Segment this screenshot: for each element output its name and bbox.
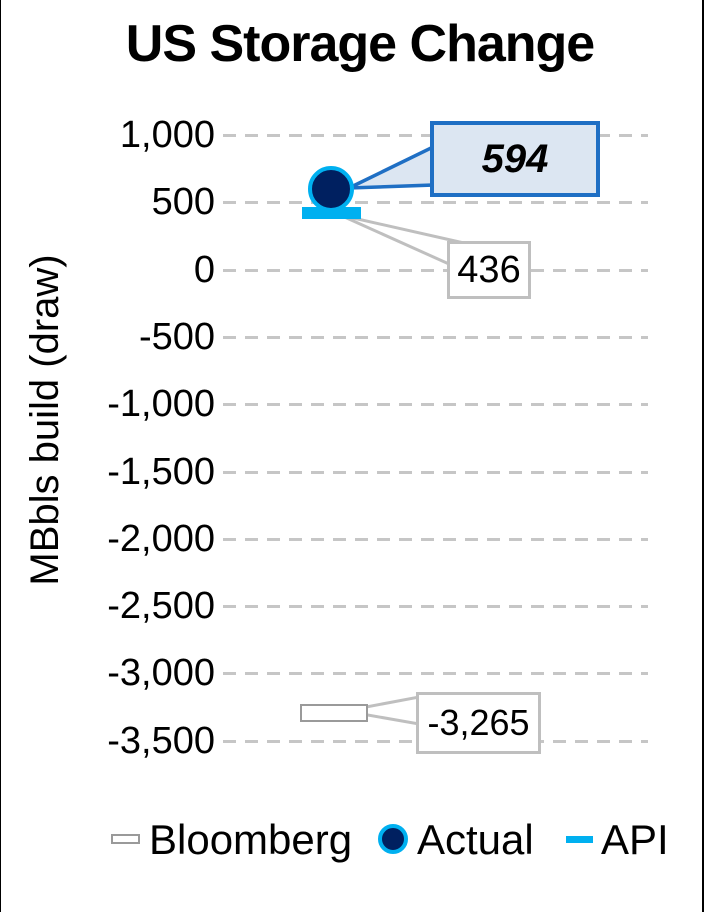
y-tick-label: -3,500 bbox=[107, 720, 215, 762]
y-tick-label: 0 bbox=[193, 249, 215, 291]
api-value: 436 bbox=[457, 248, 521, 291]
actual-callout-pointer bbox=[348, 144, 435, 190]
legend-bloomberg-swatch bbox=[111, 834, 140, 844]
gridline bbox=[223, 538, 648, 541]
y-tick-label: -3,000 bbox=[107, 652, 215, 694]
y-tick-label: -1,500 bbox=[107, 451, 215, 493]
actual-marker bbox=[308, 166, 354, 212]
actual-data-label-callout: 594 bbox=[430, 121, 600, 197]
legend-actual-swatch bbox=[378, 824, 408, 854]
y-tick-label: 1,000 bbox=[119, 114, 215, 156]
right-border-line bbox=[702, 0, 704, 912]
legend-api-swatch bbox=[566, 836, 593, 843]
api-marker bbox=[302, 207, 361, 219]
legend-bloomberg-label: Bloomberg bbox=[149, 816, 353, 863]
y-tick-label: -2,500 bbox=[107, 585, 215, 627]
api-data-label-callout: 436 bbox=[447, 241, 531, 299]
gridline bbox=[223, 201, 648, 204]
y-tick-label: -500 bbox=[138, 316, 215, 358]
chart-title: US Storage Change bbox=[125, 15, 595, 73]
left-border-line bbox=[0, 0, 1, 912]
api-callout-pointer bbox=[339, 213, 467, 266]
legend-actual-label: Actual bbox=[417, 816, 534, 863]
bloomberg-data-label-callout: -3,265 bbox=[416, 692, 541, 754]
legend-api-label: API bbox=[601, 816, 669, 863]
gridline bbox=[223, 269, 648, 272]
gridline bbox=[223, 605, 648, 608]
gridline bbox=[223, 403, 648, 406]
gridline bbox=[223, 471, 648, 474]
bloomberg-value: -3,265 bbox=[427, 702, 530, 743]
y-tick-label: 500 bbox=[151, 181, 215, 223]
y-tick-label: -1,000 bbox=[107, 383, 215, 425]
actual-value: 594 bbox=[481, 136, 549, 181]
gridline bbox=[223, 672, 648, 675]
bloomberg-marker bbox=[300, 704, 368, 722]
y-tick-label: -2,000 bbox=[107, 518, 215, 560]
gridline bbox=[223, 336, 648, 339]
